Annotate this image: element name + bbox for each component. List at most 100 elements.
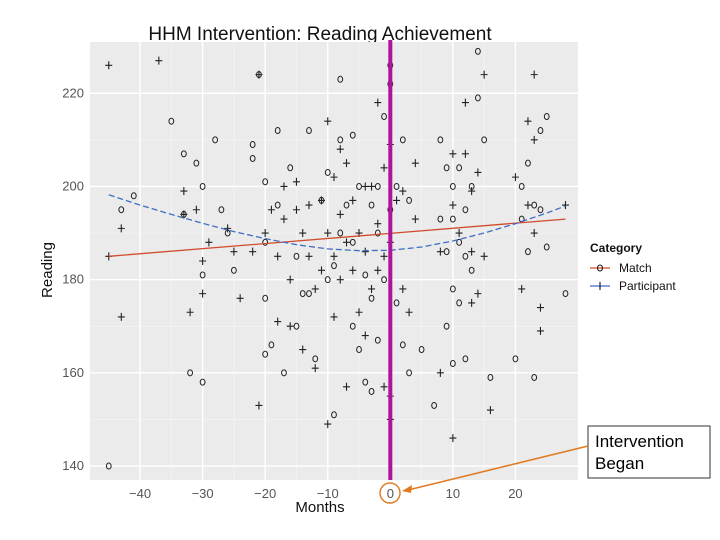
point-match [356, 346, 362, 354]
point-participant [518, 284, 526, 293]
point-match [449, 215, 456, 223]
point-participant [374, 219, 382, 228]
point-participant [374, 98, 382, 107]
point-participant [205, 238, 213, 247]
point-match [399, 136, 406, 144]
point-match [443, 164, 450, 172]
point-participant [267, 205, 275, 214]
x-tick-labels: −40 −30 −20 −10 0 10 20 [129, 486, 523, 501]
point-match [331, 262, 337, 270]
point-match [118, 206, 125, 214]
point-match [268, 341, 275, 349]
point-participant [343, 159, 351, 168]
point-match [306, 127, 312, 135]
plot-panel [90, 42, 578, 480]
legend-title: Category [590, 241, 642, 255]
point-participant [380, 382, 388, 391]
point-match [362, 378, 369, 386]
point-participant [192, 205, 200, 214]
point-participant [311, 364, 319, 373]
point-participant [324, 420, 332, 429]
point-participant [311, 284, 319, 293]
callout-line-1: Intervention [595, 432, 684, 451]
point-match [212, 136, 219, 144]
point-participant [186, 308, 194, 317]
point-participant [199, 289, 207, 298]
point-match [468, 266, 475, 274]
point-match [368, 387, 375, 395]
point-participant [343, 238, 351, 247]
point-participant [299, 345, 307, 354]
point-match [418, 346, 425, 354]
point-participant [374, 266, 382, 275]
point-match [337, 229, 344, 237]
point-match [456, 238, 463, 246]
point-match [249, 141, 256, 149]
point-match [393, 182, 400, 190]
point-match [362, 271, 369, 279]
trend-match [108, 218, 566, 257]
point-match [537, 206, 544, 214]
point-match [349, 131, 356, 139]
point-participant [486, 406, 494, 415]
point-match [306, 290, 312, 298]
point-participant [117, 224, 125, 233]
point-match [105, 462, 112, 470]
point-participant [180, 210, 188, 219]
point-participant [436, 368, 444, 377]
point-match [393, 299, 400, 307]
point-participant [468, 298, 476, 307]
point-participant [361, 331, 369, 340]
point-match [474, 47, 481, 55]
point-participant [336, 145, 344, 154]
point-match [262, 294, 269, 302]
point-match [406, 196, 412, 204]
point-participant [255, 70, 263, 79]
point-match [399, 341, 406, 349]
legend-item-match: Match [590, 261, 652, 275]
y-tick-label: 140 [62, 458, 84, 473]
callout-arrow [403, 445, 589, 492]
point-participant [461, 149, 469, 158]
point-participant [530, 70, 538, 79]
point-match [462, 206, 469, 214]
point-match [543, 113, 550, 121]
callout-box [587, 425, 711, 479]
point-match [437, 215, 444, 223]
data-marks [105, 47, 569, 470]
point-participant [368, 182, 376, 191]
point-match [374, 229, 381, 237]
point-match [525, 159, 531, 167]
point-participant [411, 159, 419, 168]
point-match [518, 182, 525, 190]
point-participant [330, 173, 338, 182]
callout-arrowhead [402, 485, 412, 493]
callout-line-2: Began [595, 454, 644, 473]
legend-participant-label: Participant [619, 279, 676, 293]
x-tick-label: 0 [387, 486, 394, 501]
point-match [449, 360, 456, 368]
point-match [431, 401, 438, 409]
x-tick-label: −10 [317, 486, 339, 501]
point-match [331, 411, 337, 419]
point-participant [536, 303, 544, 312]
x-tick-label: −20 [254, 486, 276, 501]
point-match [230, 266, 237, 274]
point-match [349, 238, 356, 246]
point-match [443, 248, 450, 256]
point-match [531, 201, 538, 209]
point-participant [361, 182, 369, 191]
point-participant [343, 382, 351, 391]
point-match [293, 252, 300, 260]
point-participant [155, 56, 163, 65]
x-tick-label: −40 [129, 486, 151, 501]
point-participant [449, 149, 457, 158]
point-participant [324, 229, 332, 238]
point-participant [380, 252, 388, 261]
legend: Category Match Participant [590, 241, 676, 293]
point-match [543, 243, 550, 251]
point-participant [393, 196, 401, 205]
point-participant [480, 252, 488, 261]
point-match [456, 164, 463, 172]
point-match [443, 322, 450, 330]
